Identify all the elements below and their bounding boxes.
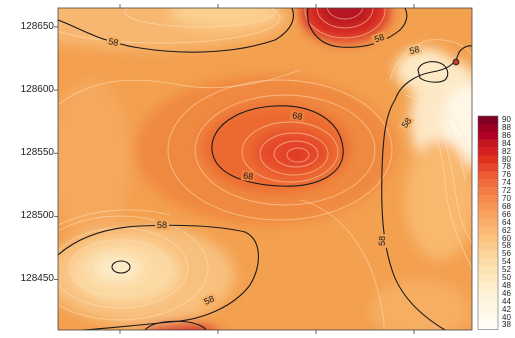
legend-level-label: 40	[502, 312, 511, 322]
legend-swatch	[478, 313, 498, 322]
contour-58-top	[307, 8, 408, 48]
contour-label-text: 58	[399, 116, 413, 130]
legend-level-label: 58	[502, 241, 511, 251]
legend-level-label: 66	[502, 209, 511, 219]
legend-swatch	[478, 234, 498, 243]
legend-colorbar	[477, 115, 499, 330]
major-contours	[58, 8, 472, 330]
contour-58-top-left	[58, 8, 294, 53]
legend-level-label: 86	[502, 130, 511, 140]
contour-label: 58	[371, 31, 388, 46]
legend-level-label: 72	[502, 186, 511, 196]
legend-swatch	[478, 281, 498, 290]
legend-swatch	[478, 297, 498, 306]
contour-label-text: 58	[373, 32, 386, 45]
legend-level-label: 70	[502, 194, 511, 203]
contour-label: 68	[240, 170, 256, 182]
contour-labels: 58 58 68 68 58 58	[105, 31, 423, 308]
legend-level-label: 38	[502, 320, 511, 330]
legend-swatch	[478, 139, 498, 148]
legend-swatch	[478, 226, 498, 235]
legend-level-label: 76	[502, 170, 511, 180]
contour-label: 58	[105, 35, 122, 49]
legend-level-label: 42	[502, 304, 511, 314]
legend-swatch	[478, 123, 498, 132]
legend-level-label: 52	[502, 265, 511, 275]
contour-label-text: 58	[157, 220, 167, 230]
legend-level-label: 82	[502, 146, 511, 156]
legend-swatch	[478, 289, 498, 298]
legend-level-label: 88	[502, 122, 511, 132]
legend-level-label: 56	[502, 249, 511, 259]
legend-swatch	[478, 131, 498, 140]
y-axis-ticks	[54, 26, 58, 280]
y-tick-label: 128550	[20, 147, 54, 159]
legend-level-label: 78	[502, 162, 511, 172]
legend-level-label: 54	[502, 257, 511, 267]
contour-label-text: 68	[243, 170, 254, 181]
y-tick-label: 128500	[20, 210, 54, 222]
contour-label: 58	[155, 220, 169, 230]
legend-swatch	[478, 274, 498, 283]
legend-level-label: 90	[502, 115, 511, 124]
minor-contours	[58, 8, 472, 330]
legend-level-label: 46	[502, 288, 511, 298]
legend-level-label: 68	[502, 201, 511, 211]
legend-swatch	[478, 218, 498, 227]
axis-ticks	[119, 4, 415, 334]
contour-label: 58	[398, 114, 415, 132]
contour-label: 58	[406, 43, 423, 57]
contour-label: 58	[376, 233, 388, 249]
legend-swatch	[478, 266, 498, 275]
contour-small-right	[417, 61, 449, 83]
contour-label: 58	[200, 292, 218, 308]
plot-frame	[57, 7, 473, 331]
legend-swatch	[478, 155, 498, 164]
legend-swatch	[478, 187, 498, 196]
contour-58-bottom-left	[58, 224, 259, 330]
sample-point-marker	[452, 58, 460, 66]
y-tick-label: 128450	[20, 273, 54, 285]
contour-label-text: 58	[107, 36, 119, 48]
contour-small-bottom-left	[111, 260, 131, 274]
legend-swatch	[478, 321, 498, 330]
contour-label: 68	[289, 109, 306, 123]
legend-swatch	[478, 179, 498, 188]
legend-swatch	[478, 195, 498, 204]
contour-field: 58 58 68 68 58 58	[58, 8, 472, 330]
legend-level-label: 60	[502, 233, 511, 243]
y-tick-label: 128650	[20, 20, 54, 32]
contour-58-right	[381, 99, 446, 330]
legend-swatch	[478, 116, 498, 125]
legend-swatch	[478, 250, 498, 259]
legend-level-label: 74	[502, 178, 511, 188]
contour-58-right-upper	[394, 45, 472, 101]
legend-frame	[477, 115, 499, 330]
contour-label-text: 58	[377, 236, 387, 246]
contour-label-text: 58	[203, 294, 216, 307]
legend-swatch	[478, 258, 498, 267]
legend-swatch	[478, 163, 498, 172]
legend-swatch	[478, 147, 498, 156]
contour-label-text: 58	[408, 44, 420, 56]
legend-swatch	[478, 242, 498, 251]
legend-swatch	[478, 171, 498, 180]
legend-level-label: 64	[502, 217, 511, 227]
legend-level-label: 48	[502, 280, 511, 290]
legend-swatch	[478, 305, 498, 314]
contour-label-text: 68	[292, 110, 304, 122]
legend-level-label: 84	[502, 138, 511, 148]
legend-level-label: 50	[502, 273, 511, 282]
contour-58-bottom	[144, 320, 207, 330]
y-tick-label: 128600	[20, 84, 54, 96]
legend-swatch	[478, 202, 498, 211]
legend-level-label: 44	[502, 296, 511, 306]
legend-level-label: 80	[502, 154, 511, 164]
contour-68-center	[211, 105, 344, 187]
legend-swatch	[478, 210, 498, 219]
legend-level-label: 62	[502, 225, 511, 235]
